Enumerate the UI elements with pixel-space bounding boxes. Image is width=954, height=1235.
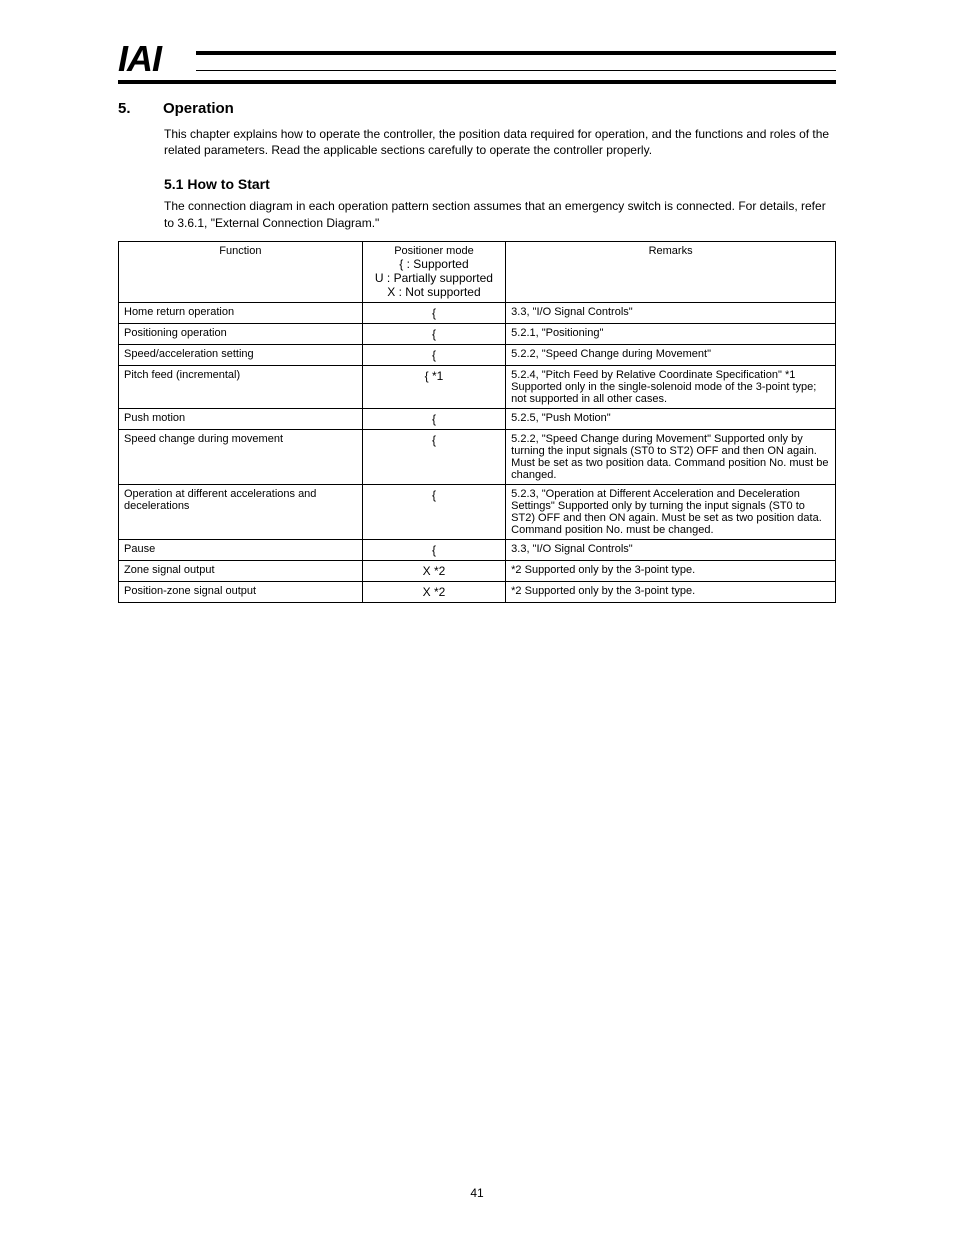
legend-supported: { : Supported: [368, 257, 500, 271]
cell-function: Positioning operation: [119, 323, 363, 344]
subsection-text: The connection diagram in each operation…: [164, 198, 836, 230]
function-table: Function Positioner mode { : Supported U…: [118, 241, 836, 603]
table-row: Home return operation { 3.3, "I/O Signal…: [119, 302, 836, 323]
col-header-positioner: Positioner mode { : Supported U : Partia…: [362, 241, 505, 302]
cell-remarks: 5.2.1, "Positioning": [506, 323, 836, 344]
section-title: Operation: [163, 100, 234, 117]
cell-remarks: 3.3, "I/O Signal Controls": [506, 302, 836, 323]
cell-positioner: {: [362, 302, 505, 323]
col-header-function: Function: [119, 241, 363, 302]
header-rule-thick-bottom: [118, 80, 836, 84]
page-content: 5. Operation This chapter explains how t…: [118, 100, 836, 603]
cell-positioner: {: [362, 408, 505, 429]
col-header-positioner-label: Positioner mode: [368, 245, 500, 257]
page-number: 41: [470, 1186, 483, 1200]
table-row: Push motion { 5.2.5, "Push Motion": [119, 408, 836, 429]
legend-partial: U : Partially supported: [368, 271, 500, 285]
cell-remarks: *2 Supported only by the 3-point type.: [506, 560, 836, 581]
cell-remarks: 5.2.2, "Speed Change during Movement": [506, 344, 836, 365]
cell-positioner: {: [362, 539, 505, 560]
page-footer: 41: [0, 1186, 954, 1200]
legend-not-supported: X : Not supported: [368, 285, 500, 299]
cell-positioner: {: [362, 323, 505, 344]
section-number: 5.: [118, 100, 131, 117]
col-header-remarks: Remarks: [506, 241, 836, 302]
table-header-row: Function Positioner mode { : Supported U…: [119, 241, 836, 302]
brand-logo: IAI: [118, 38, 161, 80]
cell-function: Home return operation: [119, 302, 363, 323]
header-rule-thick-top: [196, 51, 836, 55]
cell-positioner: X *2: [362, 581, 505, 602]
cell-remarks: 5.2.4, "Pitch Feed by Relative Coordinat…: [506, 365, 836, 408]
cell-function: Speed change during movement: [119, 429, 363, 484]
cell-positioner: {: [362, 344, 505, 365]
section-intro: This chapter explains how to operate the…: [164, 126, 836, 158]
cell-function: Speed/acceleration setting: [119, 344, 363, 365]
cell-positioner: X *2: [362, 560, 505, 581]
cell-function: Push motion: [119, 408, 363, 429]
table-row: Operation at different accelerations and…: [119, 484, 836, 539]
cell-remarks: 5.2.5, "Push Motion": [506, 408, 836, 429]
subsection-heading: 5.1 How to Start: [164, 176, 836, 192]
table-body: Home return operation { 3.3, "I/O Signal…: [119, 302, 836, 602]
section-heading: 5. Operation: [118, 100, 836, 118]
cell-remarks: 3.3, "I/O Signal Controls": [506, 539, 836, 560]
table-row: Zone signal output X *2 *2 Supported onl…: [119, 560, 836, 581]
header-rule-thin: [196, 70, 836, 71]
cell-positioner: { *1: [362, 365, 505, 408]
cell-function: Pitch feed (incremental): [119, 365, 363, 408]
cell-remarks: *2 Supported only by the 3-point type.: [506, 581, 836, 602]
table-row: Pause { 3.3, "I/O Signal Controls": [119, 539, 836, 560]
cell-function: Operation at different accelerations and…: [119, 484, 363, 539]
cell-positioner: {: [362, 429, 505, 484]
table-row: Speed/acceleration setting { 5.2.2, "Spe…: [119, 344, 836, 365]
table-row: Speed change during movement { 5.2.2, "S…: [119, 429, 836, 484]
cell-function: Position-zone signal output: [119, 581, 363, 602]
table-row: Positioning operation { 5.2.1, "Position…: [119, 323, 836, 344]
table-row: Position-zone signal output X *2 *2 Supp…: [119, 581, 836, 602]
cell-remarks: 5.2.3, "Operation at Different Accelerat…: [506, 484, 836, 539]
cell-function: Zone signal output: [119, 560, 363, 581]
cell-positioner: {: [362, 484, 505, 539]
cell-remarks: 5.2.2, "Speed Change during Movement" Su…: [506, 429, 836, 484]
table-row: Pitch feed (incremental) { *1 5.2.4, "Pi…: [119, 365, 836, 408]
cell-function: Pause: [119, 539, 363, 560]
